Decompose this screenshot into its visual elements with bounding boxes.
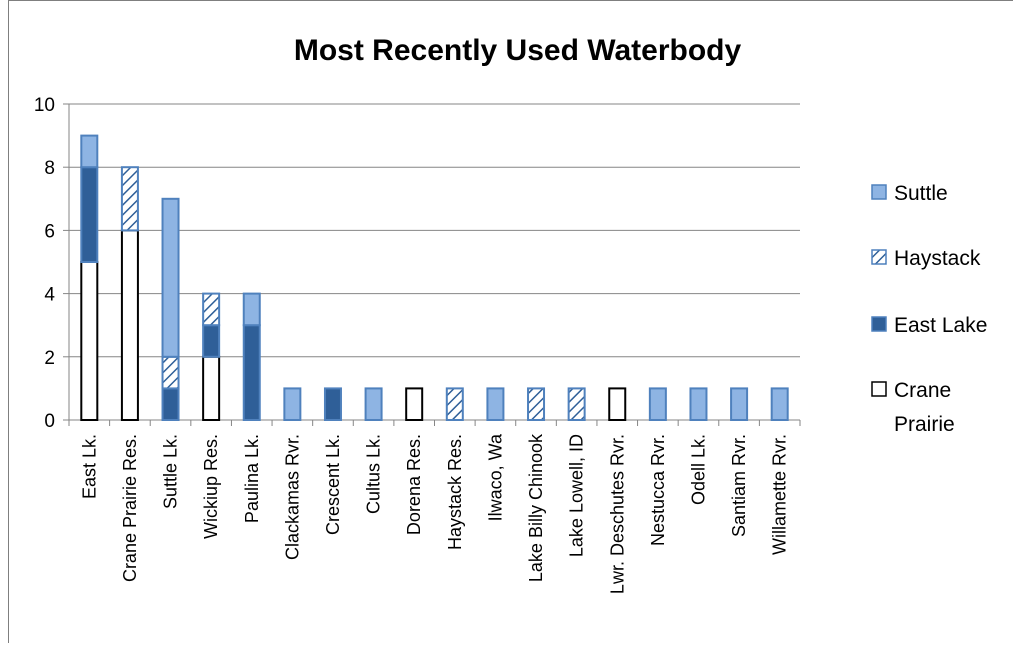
chart-title: Most Recently Used Waterbody [293,34,742,67]
legend-label: East Lake [894,314,987,337]
y-tick-label: 10 [34,95,55,116]
bar-segment-east-lake [323,387,342,421]
x-category-label: Willamette Rvr. [770,434,790,555]
bar-segment-crane-prairie [80,261,99,421]
x-category-label: Haystack Res. [445,434,465,550]
x-category-label: Odell Lk. [688,434,708,505]
bar-segment-crane-prairie [120,229,139,421]
x-category-label: Lake Lowell, ID [567,434,587,557]
bar-segment-crane-prairie [608,387,627,421]
bar-segment-suttle [486,387,505,421]
gridlines: 0 2 4 6 8 10 [34,95,800,432]
bar-segment-suttle [689,387,708,421]
legend-swatch [871,316,887,332]
bar-segment-haystack [202,292,221,327]
y-tick-label: 6 [44,221,55,242]
x-category-label: East Lk. [79,434,99,499]
x-category-label: Dorena Res. [404,434,424,535]
bar-segment-haystack [120,166,139,232]
bar-segment-suttle [242,292,261,327]
axes [68,104,801,426]
bar-segment-suttle [364,387,383,421]
y-tick-label: 2 [44,348,55,369]
x-category-label: Crescent Lk. [323,434,343,535]
bar-segment-suttle [161,197,180,358]
bar-segment-east-lake [161,387,180,421]
legend-label: Crane [894,379,951,402]
x-category-label: Clackamas Rvr. [282,434,302,560]
bar-segment-crane-prairie [202,355,221,421]
x-category-label: Paulina Lk. [242,434,262,523]
chart-frame [8,0,1013,643]
y-tick-label: 4 [44,285,55,306]
legend-label: Suttle [894,182,948,205]
x-category-label: Crane Prairie Res. [120,434,140,582]
category-labels: East Lk. Crane Prairie Res. Suttle Lk. Wick… [79,433,789,594]
bar-segment-suttle [648,387,667,421]
y-tick-label: 8 [44,158,55,179]
x-category-label: Lwr. Deschutes Rvr. [607,434,627,594]
legend-label: Prairie [894,413,955,436]
legend-swatch [871,249,887,265]
y-tick-label: 0 [44,411,55,432]
bar-segment-crane-prairie [405,387,424,421]
x-category-label: Lake Billy Chinook [526,433,546,582]
bar-segment-east-lake [80,166,99,263]
bar-segment-haystack [445,387,464,421]
bar-segment-suttle [283,387,302,421]
bar-segment-haystack [527,387,546,421]
legend: Suttle Haystack East Lake Crane Prairie [871,182,987,436]
x-category-label: Santiam Rvr. [729,434,749,537]
bar-segment-suttle [730,387,749,421]
x-category-label: Nestucca Rvr. [648,434,668,546]
legend-swatch [871,381,887,397]
x-category-label: Wickiup Res. [201,434,221,539]
bar-segment-east-lake [242,324,261,422]
legend-swatch [871,184,887,200]
bar-segment-east-lake [202,324,221,358]
x-category-label: Suttle Lk. [161,434,181,509]
bar-segment-suttle [770,387,789,421]
bar-segment-haystack [567,387,586,421]
bar-segment-suttle [80,134,99,169]
x-category-label: Ilwaco, Wa [485,433,505,521]
x-category-label: Cultus Lk. [364,434,384,514]
bars [80,134,789,422]
bar-segment-haystack [161,355,180,390]
legend-label: Haystack [894,247,981,270]
